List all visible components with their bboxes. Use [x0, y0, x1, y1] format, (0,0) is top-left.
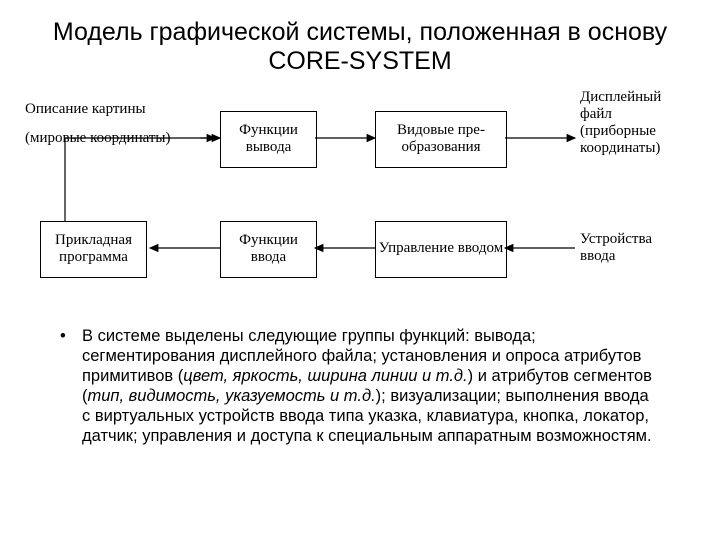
label-display-file: Дисплейный файл (приборные координаты): [580, 89, 690, 158]
label-display-file-l1: Дисплейный: [580, 89, 690, 106]
arrow-app-to-out: [65, 138, 215, 221]
diagram-area: Описание картины (мировые координаты) Ди…: [20, 86, 700, 316]
label-display-file-l4: координаты): [580, 140, 690, 157]
box-app-program: Прикладная программа: [40, 221, 147, 278]
bullet-italic-1: цвет, яркость, ширина линии и т.д.: [183, 367, 467, 385]
bullet-paragraph: • В системе выделены следующие группы фу…: [60, 326, 660, 447]
label-display-file-l2: файл: [580, 106, 690, 123]
box-app-program-text: Прикладная программа: [41, 232, 146, 267]
label-description: Описание картины (мировые координаты): [25, 101, 200, 148]
bullet-italic-2: тип, видимость, указуемость и т.д.: [88, 387, 376, 405]
label-description-line1: Описание картины: [25, 101, 200, 118]
box-input-control: Управление вводом: [375, 221, 507, 278]
bullet-text: В системе выделены следующие группы функ…: [82, 326, 660, 447]
page-title: Модель графической системы, положенная в…: [0, 0, 720, 86]
box-input-control-text: Управление вводом: [379, 240, 503, 257]
box-output-functions-text: Функции вывода: [221, 122, 316, 157]
box-view-transforms-text: Видовые пре-образования: [376, 122, 506, 157]
box-view-transforms: Видовые пре-образования: [375, 111, 507, 168]
label-display-file-l3: (приборные: [580, 123, 690, 140]
label-input-devices: Устройства ввода: [580, 231, 690, 266]
box-input-functions: Функции ввода: [220, 221, 317, 278]
label-description-line2: (мировые координаты): [25, 130, 200, 147]
bullet-marker: •: [60, 326, 82, 447]
box-output-functions: Функции вывода: [220, 111, 317, 168]
label-input-devices-text: Устройства ввода: [580, 231, 652, 264]
box-input-functions-text: Функции ввода: [221, 232, 316, 267]
